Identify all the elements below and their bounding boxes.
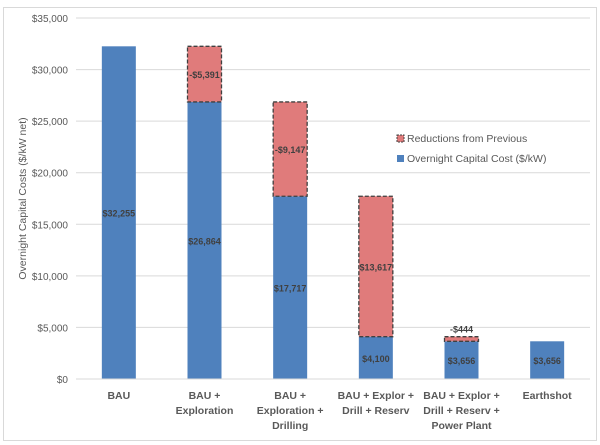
x-tick-label: BAU — [107, 390, 130, 402]
x-tick-label: BAU + Explor + — [338, 390, 414, 402]
reduction-value-label: -$444 — [450, 325, 473, 335]
x-tick-label: Exploration — [176, 405, 234, 417]
bar-reduction — [443, 336, 480, 342]
x-tick-label: Exploration + — [257, 405, 324, 417]
bar-reduction — [358, 195, 394, 338]
y-tick-label: $0 — [57, 375, 69, 386]
bar-overnight-cost — [273, 196, 308, 379]
bar-reduction — [186, 45, 223, 103]
reduction-value-label: -$9,147 — [275, 145, 306, 155]
legend-swatch-overnight-cost — [397, 155, 404, 162]
x-tick-label: Drill + Reserv — [342, 405, 410, 417]
chart-frame — [3, 7, 597, 441]
reduction-value-label: -$5,391 — [189, 70, 220, 80]
bar-overnight-cost — [101, 46, 136, 379]
x-tick-label: Drill + Reserv + — [423, 405, 499, 417]
x-tick-label: BAU + Explor + — [423, 390, 499, 402]
x-tick-label: Power Plant — [431, 420, 492, 432]
bar-value-label: $32,255 — [103, 209, 136, 219]
bar-overnight-cost — [530, 341, 565, 379]
bar-value-label: $17,717 — [274, 284, 307, 294]
bar-value-label: $26,864 — [188, 236, 221, 246]
y-tick-label: $25,000 — [32, 117, 69, 128]
bar-reduction — [272, 101, 308, 197]
y-tick-label: $5,000 — [37, 323, 68, 334]
bar-value-label: $4,100 — [362, 354, 390, 364]
y-tick-label: $15,000 — [32, 220, 69, 231]
x-tick-label: BAU + — [274, 390, 306, 402]
y-axis-label: Overnight Capital Costs ($/kW net) — [17, 117, 29, 279]
bar-overnight-cost — [444, 341, 479, 379]
x-tick-label: Earthshot — [523, 390, 573, 402]
x-tick-label: Drilling — [272, 420, 308, 432]
y-tick-label: $20,000 — [32, 169, 69, 180]
bar-value-label: $3,656 — [533, 356, 561, 366]
legend-label-overnight-cost: Overnight Capital Cost ($/kW) — [407, 153, 546, 165]
y-tick-label: $30,000 — [32, 66, 69, 77]
legend-label-reductions: Reductions from Previous — [407, 133, 527, 145]
bar-value-label: $3,656 — [448, 356, 476, 366]
y-tick-label: $10,000 — [32, 272, 69, 283]
x-tick-label: BAU + — [189, 390, 221, 402]
bar-overnight-cost — [187, 101, 222, 380]
y-tick-label: $35,000 — [32, 14, 69, 25]
bar-overnight-cost — [358, 336, 393, 379]
reduction-value-label: $13,617 — [360, 262, 393, 272]
legend-swatch-reductions — [396, 134, 405, 143]
